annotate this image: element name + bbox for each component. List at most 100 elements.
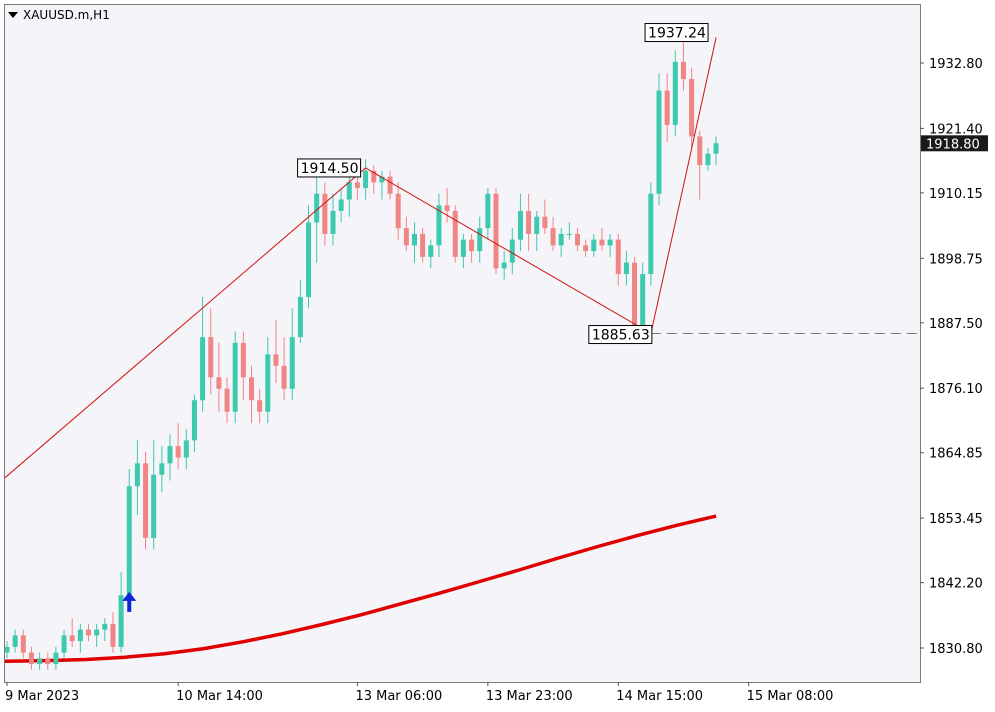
candle-body [289,337,295,389]
candle-body [240,342,246,378]
candle-body [249,377,254,401]
chart-title[interactable]: XAUUSD.m,H1 [8,8,110,22]
candle-body [322,193,328,234]
price-tick-label: 1864.85 [929,447,983,462]
candle-body [371,170,377,183]
candle-body [640,274,646,326]
candle-body [493,193,499,269]
candle-body [501,262,507,269]
plot-area[interactable] [4,4,921,683]
candle-body [86,629,91,636]
candle-body [102,623,108,630]
candle-body [338,199,344,211]
candle-body [330,210,336,234]
candle-body [159,463,165,475]
candle-body [566,233,572,235]
candle-body [599,239,605,246]
candle-body [648,193,654,275]
candle-body [191,400,197,441]
candle-body [379,176,385,183]
chevron-down-icon[interactable] [8,12,18,18]
price-tick-label: 1921.40 [929,122,983,137]
candle-body [200,337,206,401]
candle-body [126,486,132,596]
candle-body [689,79,695,137]
candle-body [183,440,189,458]
candle-body [110,623,116,647]
candle-body [460,239,466,257]
candle-body [607,239,613,246]
price-tick-label: 1842.20 [929,577,983,592]
candle-body [94,629,100,636]
candle-body [37,658,43,665]
candle-body [273,354,279,366]
price-tick-label: 1876.10 [929,382,983,397]
moving-average-line [5,514,717,663]
candle-body [216,377,222,389]
zigzag-line [5,37,717,479]
price-tick-label: 1887.50 [929,317,983,332]
candle-body [697,136,703,166]
candle-body [175,446,181,458]
candle-body [591,239,597,252]
candle-body [224,388,230,412]
candle-body [452,210,458,257]
current-price-badge [921,135,988,152]
candle-body [705,153,711,166]
candle-body [5,646,10,653]
candle-body [45,658,51,665]
time-tick-label: 10 Mar 14:00 [176,689,263,704]
candle-body [412,233,417,246]
candle-body [265,354,271,412]
candle-body [257,400,263,412]
candle-body [346,182,352,200]
candle-body [469,239,475,252]
candle-body [306,222,312,297]
price-tick-label: 1830.80 [929,642,983,657]
candle-body [354,182,360,189]
candle-body [77,629,83,642]
price-tick-label: 1932.80 [929,57,983,72]
price-tick-label: 1910.15 [929,187,983,202]
candle-body [20,635,26,653]
symbol-timeframe-label: XAUUSD.m,H1 [23,8,110,22]
candle-body [485,193,491,229]
candle-body [208,337,214,378]
zigzag-label: 1937.24 [648,26,706,42]
zigzag-label-box [588,325,653,345]
time-tick-label: 9 Mar 2023 [5,689,79,704]
candle-body [623,262,629,275]
candle-body [558,233,564,246]
candle-body [550,228,556,246]
candle-body [134,463,140,487]
candle-body [542,216,548,229]
price-tick-label: 1898.75 [929,252,983,267]
zigzag-label: 1885.63 [592,328,650,344]
candle-body [680,61,686,80]
zigzag-label-box [644,23,709,43]
candle-body [403,228,409,246]
candle-body [395,193,401,229]
price-tick-label: 1853.45 [929,512,983,527]
candle-body [664,90,670,125]
candle-body [151,474,157,538]
time-tick-label: 14 Mar 15:00 [616,689,703,704]
candle-body [12,635,18,647]
plot-layer: 1914.50 1885.63 1937.24 [5,23,920,670]
candle-body [583,245,589,252]
candle-body [167,446,173,464]
candle-body [436,205,442,246]
candle-body [363,170,369,189]
candle-body [143,463,149,538]
candle-body [615,239,621,275]
candle-body [232,342,238,412]
candle-body [575,233,580,246]
candle-body [509,239,515,263]
time-tick-label: 15 Mar 08:00 [747,689,834,704]
candle-body [444,205,450,211]
candle-body [526,210,532,234]
current-price-label: 1918.80 [926,137,980,152]
candle-body [387,176,393,194]
